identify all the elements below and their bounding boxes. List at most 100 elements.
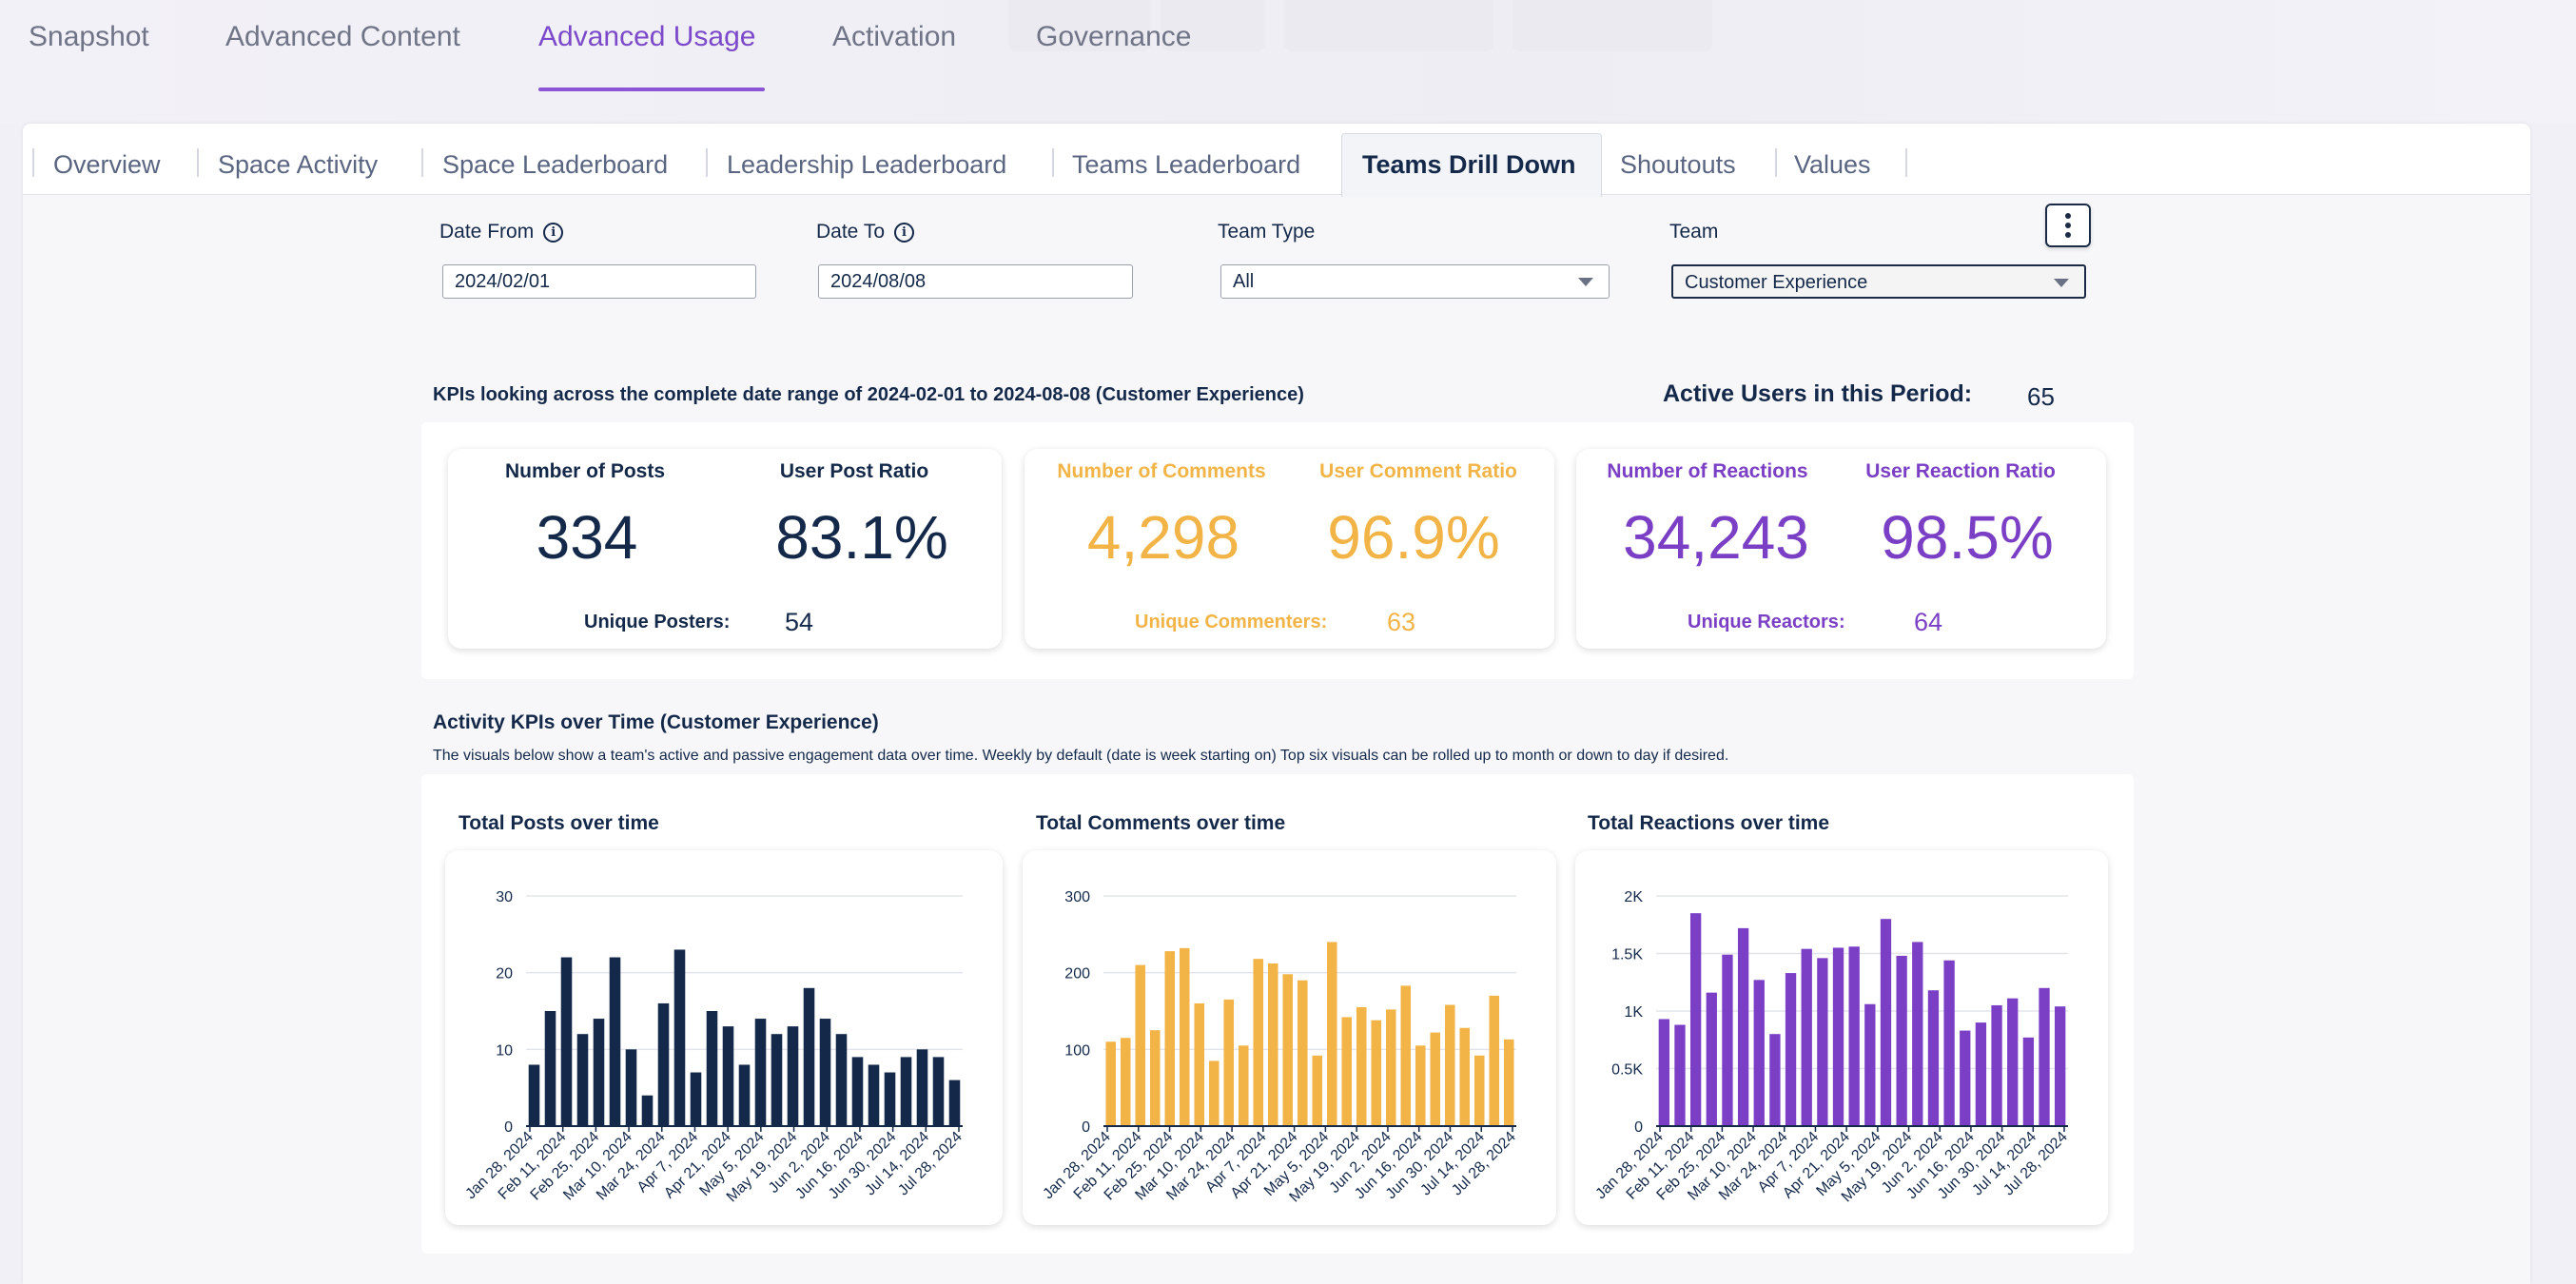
posts-value: 334	[536, 503, 638, 572]
y-tick-label: 20	[496, 966, 513, 982]
bar	[1880, 919, 1892, 1126]
bar	[787, 1026, 799, 1126]
bar	[657, 1002, 670, 1126]
bar	[1149, 1030, 1161, 1126]
y-tick-label: 10	[496, 1042, 513, 1059]
bar	[1927, 990, 1940, 1126]
date-from-label-text: Date From	[439, 221, 535, 243]
bar	[560, 957, 573, 1126]
team-type-select[interactable]: All	[1220, 264, 1610, 299]
unique-reactors-label: Unique Reactors:	[1688, 612, 1845, 632]
tab-separator	[32, 148, 34, 177]
bar	[2055, 1006, 2066, 1126]
team-select[interactable]: Customer Experience	[1671, 264, 2086, 299]
y-tick-label: 1K	[1624, 1004, 1643, 1021]
unique-posters-value: 54	[785, 608, 814, 636]
tab-separator	[421, 148, 423, 177]
bar	[900, 1057, 912, 1126]
bar	[1912, 942, 1923, 1126]
bar	[1371, 1020, 1382, 1126]
subtab-overview[interactable]: Overview	[53, 150, 161, 179]
bar	[1194, 1002, 1205, 1126]
bar	[738, 1064, 751, 1126]
reactions-chart-card: 0 0.5K 1K 1.5K 2K Jan 28, 2024 Feb 11, 2024 Feb…	[1575, 850, 2108, 1225]
date-to-input[interactable]: 2024/08/08	[818, 264, 1133, 299]
subtab-space-leaderboard[interactable]: Space Leaderboard	[442, 150, 669, 179]
reaction-ratio-label: User Reaction Ratio	[1865, 460, 2056, 482]
tab-snapshot[interactable]: Snapshot	[29, 21, 149, 52]
comment-ratio-value: 96.9%	[1327, 503, 1500, 572]
background-tile	[1161, 0, 1265, 51]
tab-advanced-content[interactable]: Advanced Content	[225, 21, 460, 52]
tab-separator	[1905, 148, 1907, 177]
posts-chart-card: 0 10 20 30 Jan 28, 2024 Feb 11, 2024 Feb 25, 2…	[445, 850, 1003, 1225]
bar	[1706, 992, 1717, 1126]
bar	[1722, 954, 1733, 1126]
bar	[932, 1057, 945, 1126]
subtab-space-activity[interactable]: Space Activity	[218, 150, 379, 179]
reactions-label: Number of Reactions	[1607, 460, 1808, 482]
bar	[1135, 964, 1146, 1126]
bar	[2039, 987, 2050, 1126]
kebab-dot	[2065, 223, 2071, 228]
bar	[819, 1019, 831, 1126]
chevron-down-icon	[1578, 278, 1593, 286]
bar	[609, 957, 621, 1126]
bar	[1832, 947, 1844, 1126]
subtab-teams-leaderboard[interactable]: Teams Leaderboard	[1072, 150, 1301, 179]
posts-kpi-card	[448, 449, 1002, 649]
y-tick-label: 1.5K	[1611, 947, 1643, 963]
comments-chart-title: Total Comments over time	[1036, 812, 1286, 834]
y-tick-label: 30	[496, 889, 513, 905]
date-from-input[interactable]: 2024/02/01	[442, 264, 756, 299]
kebab-dot	[2065, 213, 2071, 219]
bar	[1943, 960, 1955, 1126]
unique-reactors-label-text: Unique Reactors	[1688, 612, 1839, 632]
comments-chart-card: 0 100 200 300 Jan 28, 2024 Feb 11, 2024 Feb 25…	[1023, 850, 1556, 1225]
unique-commenters-label: Unique Commenters:	[1135, 612, 1328, 632]
subtab-values[interactable]: Values	[1794, 150, 1871, 179]
bar	[1415, 1045, 1426, 1126]
bar	[1208, 1060, 1220, 1126]
team-value: Customer Experience	[1685, 272, 1868, 293]
chevron-down-icon	[2054, 279, 2069, 287]
bar	[1105, 1041, 1117, 1126]
bar	[1282, 974, 1294, 1126]
bar	[1459, 1027, 1471, 1126]
bar	[1430, 1032, 1441, 1126]
activity-description: The visuals below show a team's active a…	[433, 748, 1729, 764]
bar	[1489, 995, 1500, 1126]
bar	[625, 1049, 637, 1126]
bar	[722, 1026, 734, 1126]
team-type-label: Team Type	[1218, 221, 1316, 243]
bar	[1975, 1022, 1987, 1126]
bar	[1164, 951, 1176, 1126]
subtab-leadership-leaderboard[interactable]: Leadership Leaderboard	[727, 150, 1007, 179]
date-to-label: Date To i	[816, 221, 914, 243]
more-options-button[interactable]	[2045, 204, 2091, 247]
tab-activation[interactable]: Activation	[832, 21, 957, 52]
tab-separator	[706, 148, 708, 177]
reactions-value: 34,243	[1623, 503, 1809, 572]
info-icon[interactable]: i	[543, 222, 564, 243]
subtab-shoutouts[interactable]: Shoutouts	[1620, 150, 1736, 179]
unique-posters-label-text: Unique Posters	[584, 612, 724, 632]
info-icon[interactable]: i	[894, 222, 914, 243]
bar	[1223, 999, 1235, 1126]
bar	[1769, 1034, 1781, 1126]
unique-posters-label: Unique Posters:	[584, 612, 731, 632]
y-tick-label: 0	[1082, 1119, 1090, 1136]
top-background	[0, 0, 2576, 124]
subtab-teams-drill-down[interactable]: Teams Drill Down	[1362, 150, 1576, 179]
y-tick-label: 200	[1064, 966, 1090, 982]
bar	[1385, 1009, 1396, 1126]
post-ratio-value: 83.1%	[775, 503, 948, 572]
y-tick-label: 100	[1064, 1042, 1090, 1059]
bar	[803, 987, 815, 1126]
tab-advanced-usage[interactable]: Advanced Usage	[538, 21, 756, 52]
bar	[1326, 942, 1337, 1126]
bar	[2007, 998, 2019, 1126]
bar	[1785, 973, 1797, 1126]
tab-governance[interactable]: Governance	[1036, 21, 1192, 52]
